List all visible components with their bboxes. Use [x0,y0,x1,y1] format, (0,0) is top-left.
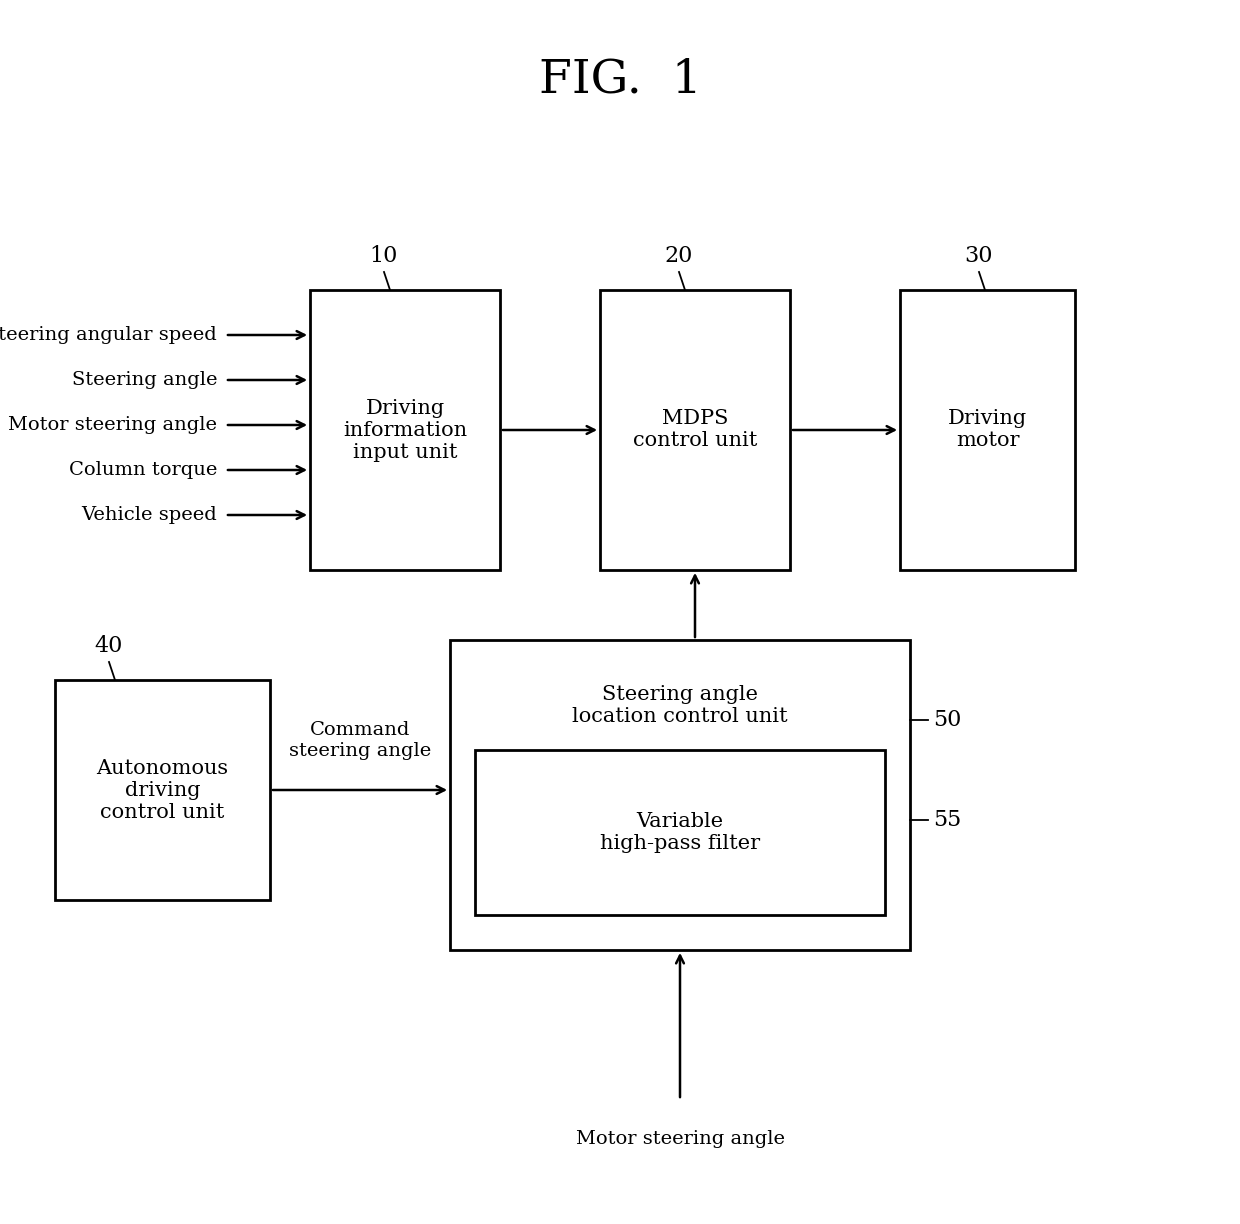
Text: Motor steering angle: Motor steering angle [575,1130,785,1148]
Bar [310,290,500,570]
Bar [475,750,885,916]
Bar [450,640,910,950]
Text: 10: 10 [370,245,398,267]
Text: 50: 50 [932,709,961,731]
Text: FIG.  1: FIG. 1 [538,58,702,103]
Text: Motor steering angle: Motor steering angle [7,416,217,435]
Text: Command
steering angle: Command steering angle [289,721,432,760]
Text: Steering angle
location control unit: Steering angle location control unit [572,684,787,726]
Text: Vehicle speed: Vehicle speed [82,506,217,524]
Text: 40: 40 [94,635,123,657]
Text: MDPS
control unit: MDPS control unit [632,410,758,450]
Text: Steering angle: Steering angle [72,371,217,389]
Text: 20: 20 [665,245,693,267]
Bar [600,290,790,570]
Bar [55,681,270,900]
Text: Autonomous
driving
control unit: Autonomous driving control unit [97,759,228,821]
Text: Variable
high-pass filter: Variable high-pass filter [600,812,760,853]
Text: Column torque: Column torque [68,461,217,479]
Text: 55: 55 [932,809,961,831]
Bar [900,290,1075,570]
Text: Driving
information
input unit: Driving information input unit [343,399,467,461]
Text: Steering angular speed: Steering angular speed [0,326,217,344]
Text: Driving
motor: Driving motor [947,410,1027,450]
Text: 30: 30 [965,245,993,267]
